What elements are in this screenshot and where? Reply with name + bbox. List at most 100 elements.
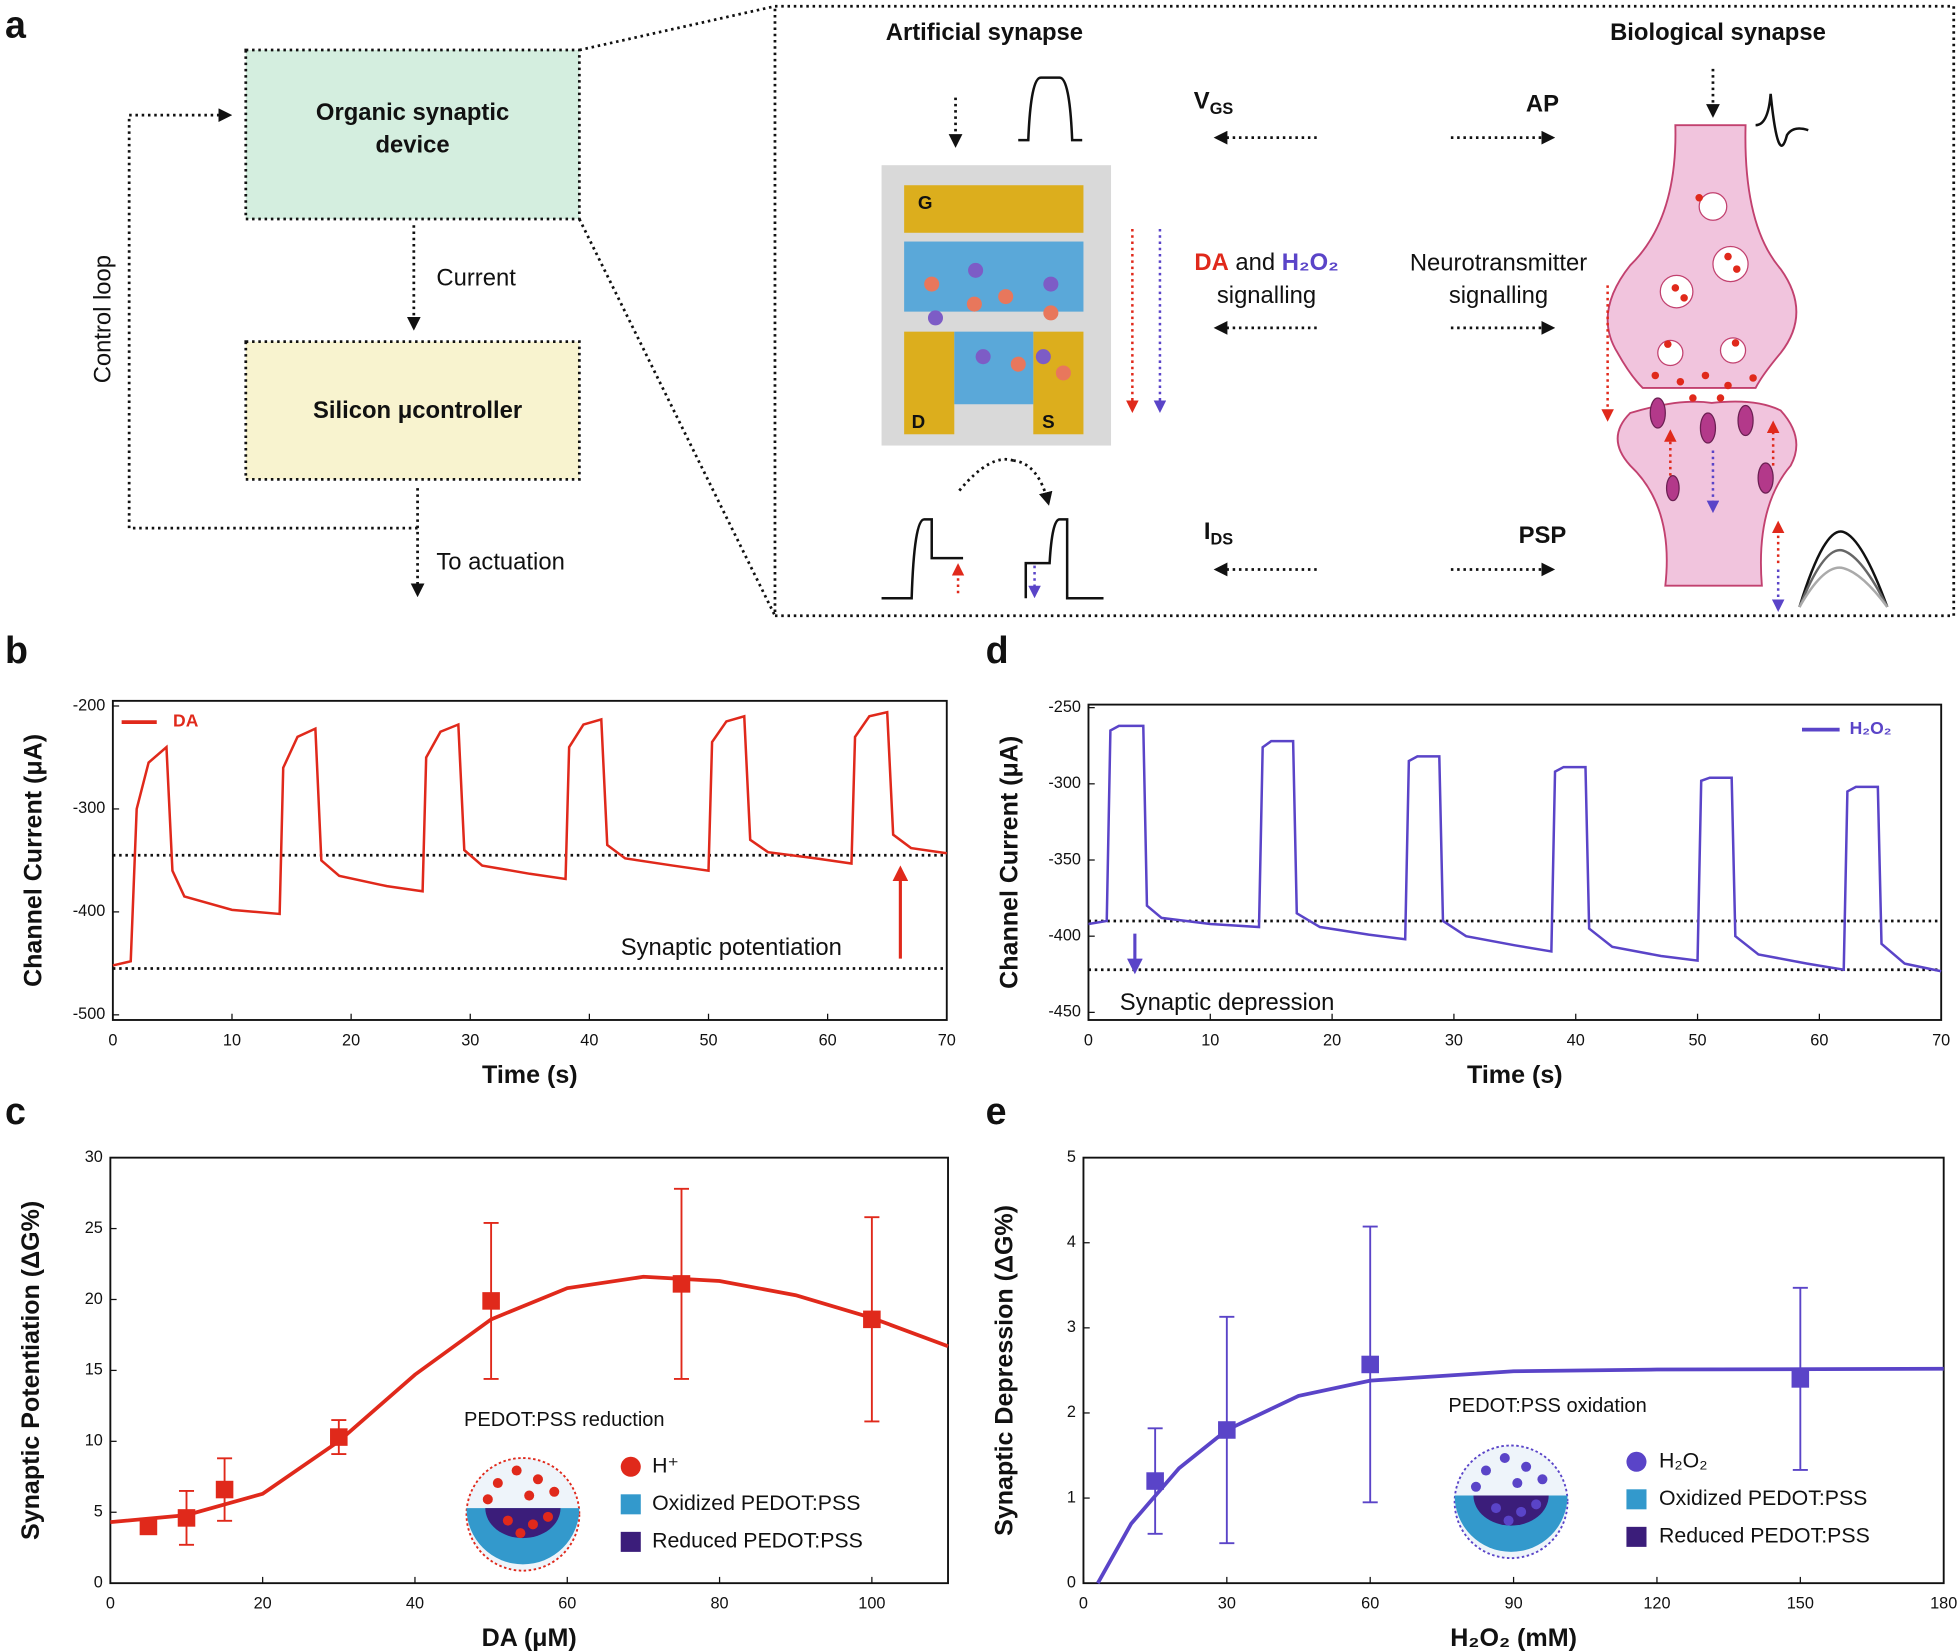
legend-label: H⁺ (652, 1453, 679, 1477)
panel-label: d (986, 629, 1009, 671)
signal-label: signalling (1217, 282, 1316, 309)
x-tick-label: 10 (223, 1032, 241, 1050)
y-tick-label: -400 (1048, 926, 1081, 944)
vesicles (1657, 192, 1749, 367)
marker (1791, 1370, 1810, 1388)
inset-ion (1531, 1499, 1542, 1510)
inset-reduced (485, 1508, 561, 1539)
y-tick-label: -350 (1048, 850, 1081, 868)
x-tick-label: 60 (1361, 1595, 1379, 1613)
heading: Artificial synapse (886, 19, 1083, 46)
x-tick-label: 70 (938, 1032, 956, 1050)
psp-curve (1798, 566, 1889, 608)
controller-box (244, 340, 581, 481)
inset-ion (1521, 1461, 1532, 1472)
device-box (244, 48, 581, 221)
vgs-label: VGS (1194, 88, 1234, 119)
x-tick-label: 60 (819, 1032, 837, 1050)
x-axis-label: H₂O₂ (mM) (1450, 1624, 1577, 1652)
signal-label: DA and H₂O₂ (1194, 249, 1338, 276)
inset-ion (502, 1515, 513, 1526)
legend-label: Oxidized PEDOT:PSS (1659, 1486, 1867, 1510)
fit-line (1096, 1366, 1944, 1585)
marker (1218, 1421, 1236, 1439)
marker (330, 1428, 348, 1446)
y-tick-label: -250 (1048, 698, 1081, 716)
inset-ion (549, 1486, 560, 1497)
device-label: device (375, 132, 449, 159)
x-tick-label: 10 (1201, 1032, 1219, 1050)
y-axis-label: Channel Current (μA) (995, 736, 1023, 989)
x-tick-label: 40 (580, 1032, 598, 1050)
marker (1361, 1355, 1379, 1374)
zoom-line (579, 4, 776, 52)
device-label: Organic synaptic (316, 99, 509, 126)
legend-swatch (1626, 1526, 1647, 1547)
y-tick-label: -450 (1048, 1003, 1081, 1021)
source (1033, 331, 1084, 435)
y-tick-label: 2 (1067, 1403, 1076, 1421)
heading: Biological synapse (1610, 19, 1826, 46)
text: H₂O₂ (1282, 249, 1339, 276)
legend-label: Reduced PEDOT:PSS (652, 1529, 863, 1553)
x-tick-label: 0 (1084, 1032, 1093, 1050)
electrode-label: G (918, 192, 933, 213)
x-axis-label: Time (s) (482, 1061, 578, 1089)
x-tick-label: 0 (1079, 1595, 1088, 1613)
legend-swatch (1626, 1451, 1647, 1472)
postsynapse (1616, 400, 1798, 587)
inset-ion (532, 1474, 543, 1485)
x-tick-label: 60 (1810, 1032, 1828, 1050)
legend-label: DA (173, 711, 199, 731)
x-tick-label: 0 (106, 1595, 115, 1613)
y-tick-label: -300 (1048, 774, 1081, 792)
inset-ion (515, 1528, 526, 1539)
inset-ion (524, 1490, 535, 1501)
x-tick-label: 20 (254, 1595, 272, 1613)
y-tick-label: -500 (73, 1005, 106, 1023)
panel-a: a Organic synaptic device Current Silico… (5, 3, 1956, 618)
actuation-label: To actuation (436, 548, 564, 575)
plot-frame (1087, 703, 1943, 1021)
y-tick-label: 10 (85, 1432, 103, 1450)
y-tick-label: 3 (1067, 1318, 1076, 1336)
x-tick-label: 20 (1323, 1032, 1341, 1050)
y-tick-label: 25 (85, 1219, 103, 1237)
drain (904, 331, 955, 435)
legend-label: H₂O₂ (1659, 1448, 1708, 1472)
inset-ion (1491, 1503, 1502, 1514)
inset-ion (1537, 1474, 1548, 1485)
x-tick-label: 20 (342, 1032, 360, 1050)
loop-label: Control loop (89, 255, 116, 383)
receptors (1649, 397, 1774, 502)
y-axis-label: Synaptic Depression (ΔG%) (990, 1205, 1018, 1536)
y-tick-label: 5 (94, 1503, 103, 1521)
x-tick-label: 40 (406, 1595, 424, 1613)
inset-ion (1503, 1515, 1514, 1526)
psp-label: PSP (1519, 522, 1567, 549)
electrode-label: S (1042, 411, 1055, 432)
psp-curve (1798, 548, 1889, 608)
marker (482, 1292, 500, 1310)
x-tick-label: 30 (461, 1032, 479, 1050)
plot-frame (111, 699, 948, 1021)
inset-ion (1499, 1453, 1510, 1464)
legend-label: Reduced PEDOT:PSS (1659, 1523, 1870, 1547)
zoom-line (578, 218, 777, 617)
panel-label: c (5, 1090, 26, 1132)
legend-swatch (1626, 1489, 1647, 1510)
y-tick-label: 1 (1067, 1488, 1076, 1506)
y-tick-label: 15 (85, 1361, 103, 1379)
pulse (1018, 76, 1083, 142)
panel-label: b (5, 629, 28, 671)
y-tick-label: 4 (1067, 1233, 1076, 1251)
marker (863, 1310, 881, 1329)
legend-swatch (620, 1456, 641, 1477)
inset-ion (527, 1519, 538, 1530)
ap-label: AP (1526, 90, 1559, 117)
panel-label: e (986, 1090, 1007, 1132)
pulse (881, 518, 964, 600)
x-tick-label: 0 (108, 1032, 117, 1050)
controller-label: Silicon μcontroller (313, 397, 522, 424)
